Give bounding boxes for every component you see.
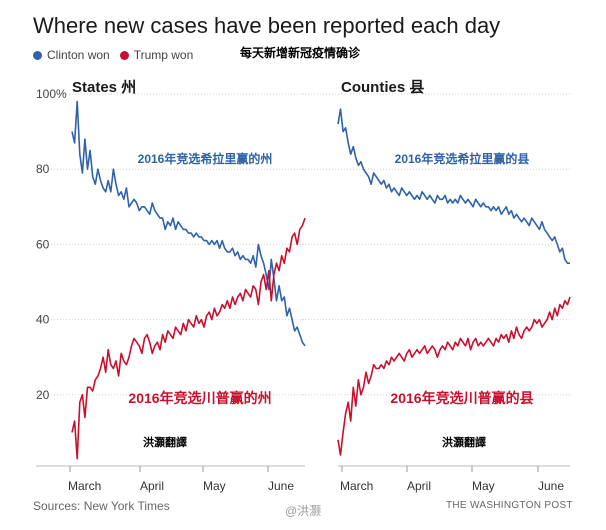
legend-label-trump: Trump won [133,48,194,62]
states-xtick-label: May [203,479,226,493]
states-xtick-label: June [268,479,294,493]
counties-xtick-label: March [340,479,373,493]
counties-annotation-clinton: 2016年竞选希拉里赢的县 [395,151,530,166]
counties-series-trump [337,296,571,456]
states-ytick-label: 100% [36,87,67,101]
panel-title-counties: Counties 县 [341,79,425,96]
series-layer [71,100,571,460]
weibo-watermark: @洪灏 [285,504,322,518]
chinese-caption: 每天新增新冠疫情确诊 [240,46,361,60]
counties-xtick-label: April [407,479,431,493]
legend-swatch-trump [119,50,129,60]
states-series-trump [71,217,306,460]
legend-item-clinton: Clinton won [33,48,110,62]
legend: Clinton won Trump won [33,48,203,62]
states-xtick-label: April [140,479,164,493]
states-annotation-trump: 2016年竞选川普赢的州 [128,390,271,406]
states-ytick-label: 60 [36,237,50,251]
states-annotation-clinton: 2016年竞选希拉里赢的州 [138,151,273,166]
publisher-credit: THE WASHINGTON POST [446,500,573,511]
legend-label-clinton: Clinton won [47,48,110,62]
counties-annotation-translator: 洪灝翻譯 [442,435,486,449]
states-series-clinton [71,100,306,347]
states-xtick-label: March [68,479,101,493]
source-note: Sources: New York Times [33,499,170,513]
tick-layer: 100% 80 60 40 20 March April May June March April M… [36,87,564,493]
grid-layer [36,93,570,467]
figure-title: Where new cases have been reported each … [33,13,501,38]
states-ytick-label: 80 [36,162,50,176]
legend-swatch-clinton [33,50,42,60]
counties-xtick-label: May [472,479,495,493]
counties-annotation-trump: 2016年竞选川普赢的县 [390,390,533,406]
states-annotation-translator: 洪灝翻譯 [143,435,187,449]
counties-xtick-label: June [538,479,564,493]
states-ytick-label: 20 [36,388,50,402]
counties-series-clinton [337,108,570,265]
states-ytick-label: 40 [36,313,50,327]
legend-item-trump: Trump won [119,48,194,62]
panel-title-states: States 州 [72,79,137,96]
